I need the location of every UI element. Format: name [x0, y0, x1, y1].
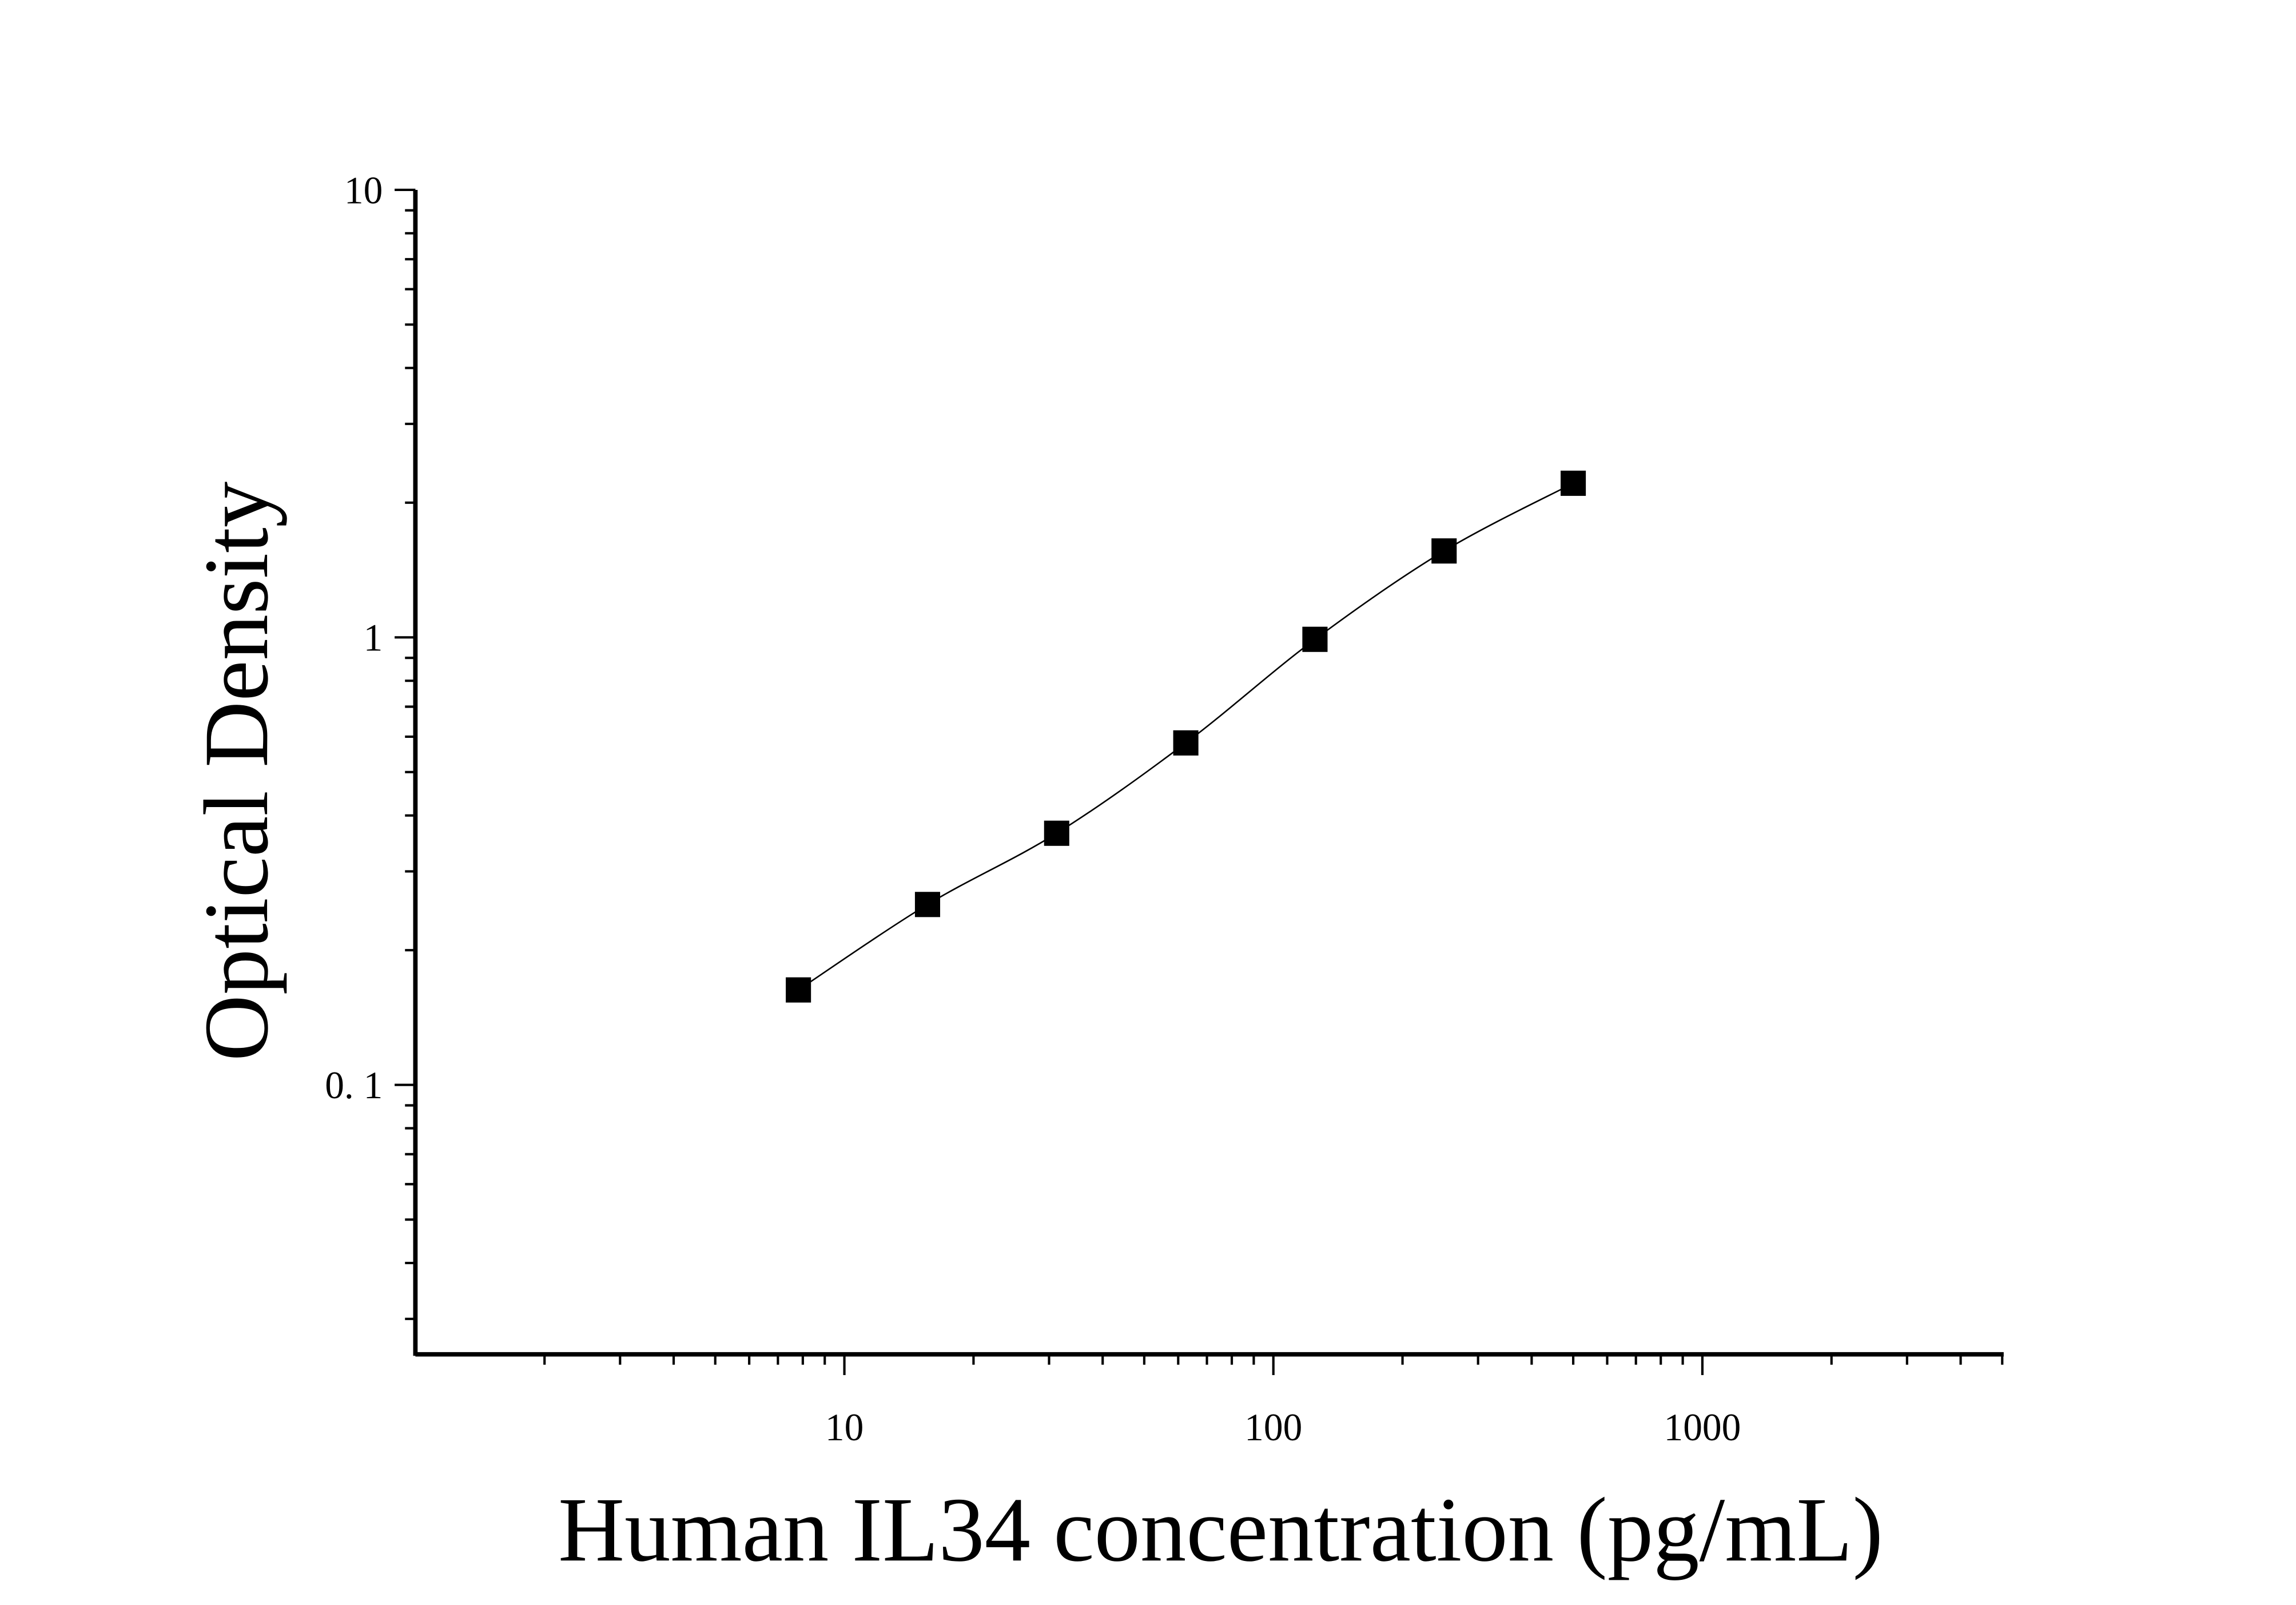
data-point: [1173, 730, 1199, 756]
data-point: [914, 892, 941, 917]
data-point: [1431, 538, 1457, 564]
y-tick-label: 10: [344, 169, 383, 212]
x-tick-label: 10: [825, 1406, 864, 1449]
x-tick-label: 1000: [1664, 1406, 1741, 1449]
data-point: [1302, 626, 1328, 652]
data-point: [786, 977, 811, 1003]
x-axis-title: Human IL34 concentration (pg/mL): [558, 1479, 1883, 1580]
y-axis-title: Optical Density: [185, 482, 287, 1061]
x-tick-label: 100: [1244, 1406, 1302, 1449]
data-point: [1044, 820, 1069, 846]
data-point: [1561, 470, 1586, 496]
y-tick-label: 1: [364, 617, 383, 660]
y-tick-label: 0. 1: [325, 1064, 383, 1107]
plot-area: 10 100 1000 10 1 0. 1: [325, 169, 2004, 1449]
